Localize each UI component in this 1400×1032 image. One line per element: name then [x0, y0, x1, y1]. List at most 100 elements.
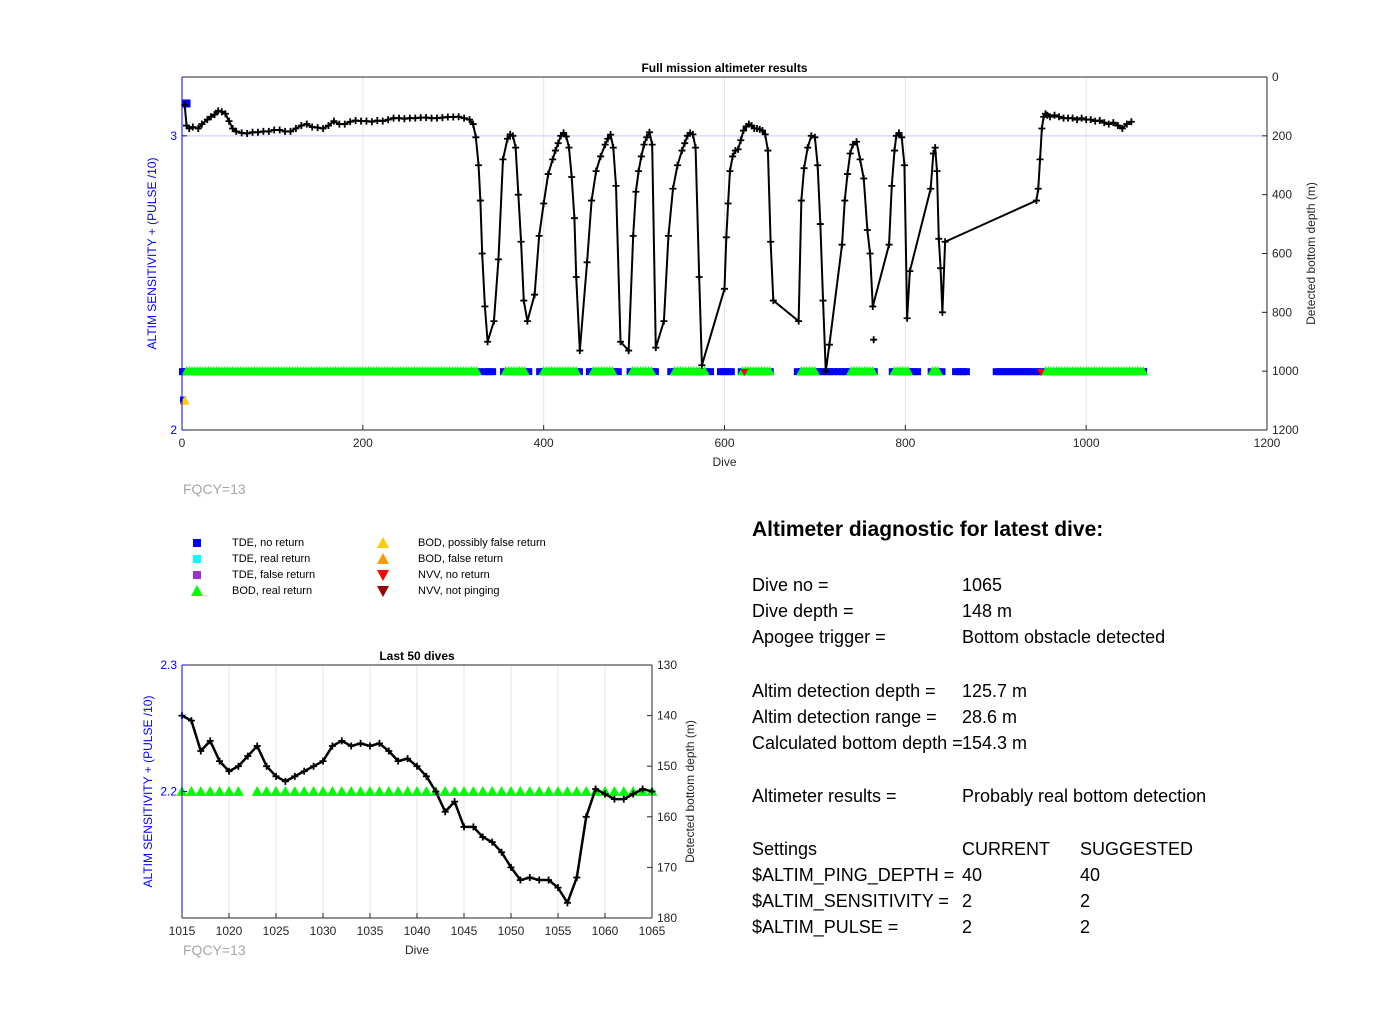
bod-real-return-marker	[543, 786, 555, 796]
bod-real-return-marker	[571, 366, 582, 376]
bottom-depth-point	[523, 317, 531, 325]
bottom-depth-point	[504, 135, 511, 143]
bottom-depth-point	[263, 762, 271, 770]
y2-tick-label: 160	[657, 810, 677, 824]
settings-header-current: CURRENT	[962, 839, 1050, 859]
bottom-depth-point	[1123, 120, 1131, 128]
tde-no-return-marker	[962, 368, 970, 376]
chart-title: Full mission altimeter results	[641, 61, 807, 75]
tde-no-return-marker	[536, 368, 544, 376]
bottom-depth-point	[695, 273, 703, 281]
bottom-depth-point	[841, 197, 849, 205]
x-tick-label: 1200	[1254, 436, 1281, 450]
top-chart-fqcy: FQCY=13	[183, 481, 246, 497]
bottom-depth-point	[338, 737, 346, 745]
bod-real-return-marker	[524, 786, 536, 796]
y2-tick-label: 1000	[1272, 364, 1299, 378]
tde-no-return-marker	[485, 368, 493, 376]
bottom-depth-point	[1069, 114, 1077, 122]
bod-real-return-marker	[571, 786, 583, 796]
bottom-depth-point	[341, 120, 349, 128]
y2-tick-label: 180	[657, 911, 677, 925]
legend-label: NVV, not pinging	[418, 585, 500, 597]
tde-no-return-marker	[1021, 368, 1029, 376]
bottom-depth-point	[822, 367, 830, 375]
bottom-depth-point	[218, 108, 226, 116]
bod-real-return-marker	[298, 786, 310, 796]
bottom-depth-point	[610, 795, 618, 803]
tde-no-return-marker	[1007, 368, 1015, 376]
bottom-depth-point	[572, 273, 580, 281]
bottom-depth-point	[906, 267, 914, 275]
tde-no-return-marker	[716, 368, 724, 376]
settings-header-suggested: SUGGESTED	[1080, 839, 1194, 859]
bottom-depth-point	[509, 132, 517, 140]
setting-suggested: 2	[1080, 891, 1091, 911]
tde-no-return-marker	[838, 368, 846, 376]
bod-real-return-marker	[392, 786, 404, 796]
bottom-depth-point	[300, 767, 308, 775]
bottom-depth-point	[931, 144, 939, 152]
settings-header-label: Settings	[752, 839, 818, 859]
bod-real-return-marker	[214, 786, 226, 796]
bod-real-return-marker	[1138, 366, 1149, 376]
bottom-depth-point	[724, 199, 732, 207]
bottom-depth-point	[319, 757, 327, 765]
x-axis-label: Dive	[405, 943, 429, 957]
bottom-depth-point	[938, 308, 946, 316]
bottom-depth-point	[234, 762, 242, 770]
bottom-depth-point	[549, 155, 557, 163]
bottom-depth-point	[758, 127, 766, 135]
bottom-depth-point	[739, 127, 747, 135]
x-tick-label: 1030	[310, 924, 337, 938]
tde-no-return-marker	[575, 368, 583, 376]
bottom-depth-point	[554, 139, 562, 147]
bod-real-return-marker	[514, 786, 526, 796]
y-axis-label: ALTIM SENSITIVITY + (PULSE /10)	[141, 696, 155, 888]
bottom-depth-point	[554, 884, 562, 892]
bottom-depth-point	[484, 338, 492, 346]
bod-real-return-marker	[373, 786, 385, 796]
bottom-depth-point	[888, 182, 896, 190]
bottom-depth-point	[761, 130, 769, 138]
bottom-depth-point	[632, 188, 640, 196]
legend-label: BOD, false return	[418, 553, 503, 565]
bottom-depth-point	[721, 285, 728, 293]
bod-real-return-marker	[402, 786, 414, 796]
tde-no-return-marker	[585, 368, 593, 376]
bottom-depth-point	[1038, 124, 1046, 132]
bottom-depth-point	[292, 124, 300, 132]
bottom-depth-point	[490, 317, 498, 325]
bottom-depth-point	[366, 742, 374, 750]
bottom-depth-point	[520, 297, 528, 305]
bottom-depth-point	[664, 232, 672, 240]
bottom-depth-point	[576, 347, 584, 355]
x-tick-label: 1015	[169, 924, 196, 938]
y-tick-label: 2.2	[160, 785, 177, 799]
setting-label: $ALTIM_PING_DEPTH =	[752, 865, 955, 885]
bottom-depth-line	[183, 104, 1132, 372]
bottom-depth-point	[185, 124, 193, 132]
setting-suggested: 40	[1080, 865, 1101, 885]
bottom-depth-point	[933, 167, 941, 175]
diagnostic-label: Apogee trigger =	[752, 627, 886, 647]
bottom-depth-point	[645, 128, 653, 136]
bottom-depth-point	[507, 863, 515, 871]
y2-tick-label: 400	[1272, 188, 1292, 202]
bottom-depth-point	[769, 297, 777, 305]
bottom-depth-point	[734, 145, 742, 153]
bottom-depth-point	[637, 152, 645, 160]
bottom-depth-point	[640, 141, 648, 149]
bottom-depth-point	[1109, 119, 1117, 127]
bod-real-return-marker	[204, 786, 216, 796]
bod-real-return-marker	[471, 366, 482, 376]
bottom-depth-point	[639, 785, 647, 793]
bottom-depth-point	[1073, 116, 1081, 124]
bottom-depth-point	[722, 233, 730, 241]
bod-real-return-marker	[552, 786, 564, 796]
bottom-depth-point	[816, 220, 824, 228]
bottom-depth-point	[795, 317, 803, 325]
bottom-depth-point	[499, 155, 507, 163]
square-marker-icon	[193, 555, 201, 563]
bottom-depth-point	[890, 147, 898, 155]
